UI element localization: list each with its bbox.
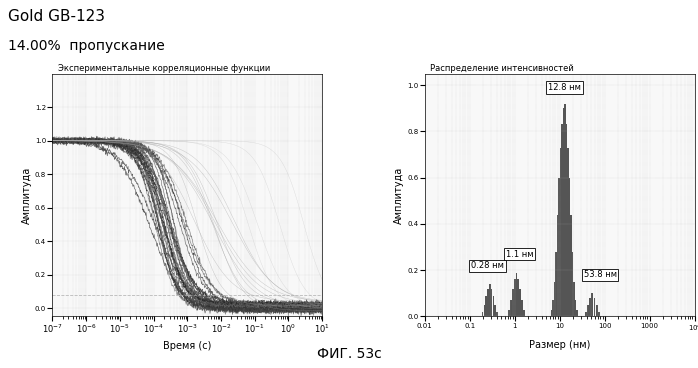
Bar — [551, 309, 552, 316]
Text: Gold GB-123: Gold GB-123 — [8, 9, 105, 24]
Bar — [510, 300, 512, 316]
Bar — [588, 305, 589, 316]
Bar — [589, 298, 591, 316]
Bar — [595, 305, 597, 316]
Bar — [514, 279, 516, 316]
Bar — [485, 296, 487, 316]
Bar — [565, 104, 566, 316]
Bar — [570, 215, 572, 316]
Bar — [591, 293, 593, 316]
Bar — [512, 289, 514, 316]
Bar — [516, 273, 517, 316]
Bar — [557, 215, 558, 316]
Text: ФИГ. 53с: ФИГ. 53с — [317, 347, 381, 361]
Text: 53.8 нм: 53.8 нм — [584, 270, 617, 279]
Bar — [554, 282, 556, 316]
Bar — [577, 309, 578, 316]
Bar — [519, 289, 521, 316]
Bar — [487, 289, 489, 316]
Bar — [567, 148, 569, 316]
X-axis label: Размер (нм): Размер (нм) — [529, 340, 591, 350]
Bar — [558, 178, 560, 316]
Bar — [521, 300, 523, 316]
Bar — [560, 148, 561, 316]
Bar — [575, 300, 577, 316]
Bar — [491, 289, 492, 316]
Bar — [563, 108, 565, 316]
Bar — [574, 282, 575, 316]
Bar — [553, 300, 554, 316]
Bar — [593, 298, 595, 316]
X-axis label: Время (с): Время (с) — [163, 341, 211, 351]
Y-axis label: Амплитуда: Амплитуда — [394, 166, 404, 224]
Text: 0.28 нм: 0.28 нм — [471, 261, 504, 270]
Bar — [569, 178, 570, 316]
Bar — [489, 284, 491, 316]
Bar — [493, 296, 494, 316]
Text: Экспериментальные корреляционные функции: Экспериментальные корреляционные функции — [58, 64, 270, 73]
Text: Распределение интенсивностей: Распределение интенсивностей — [430, 64, 574, 73]
Bar — [484, 305, 485, 316]
Text: 14.00%  пропускание: 14.00% пропускание — [8, 39, 165, 53]
Bar — [523, 309, 524, 316]
Bar — [482, 312, 484, 316]
Bar — [586, 312, 587, 316]
Bar — [496, 312, 498, 316]
Bar — [517, 279, 519, 316]
Text: 1.1 нм: 1.1 нм — [506, 250, 533, 259]
Bar — [494, 305, 496, 316]
Bar — [508, 309, 510, 316]
Bar — [566, 124, 567, 316]
Bar — [561, 124, 563, 316]
Text: 12.8 нм: 12.8 нм — [548, 83, 581, 92]
Bar — [572, 252, 573, 316]
Bar — [556, 252, 557, 316]
Bar — [597, 312, 600, 316]
Y-axis label: Амплитуда: Амплитуда — [22, 166, 32, 224]
